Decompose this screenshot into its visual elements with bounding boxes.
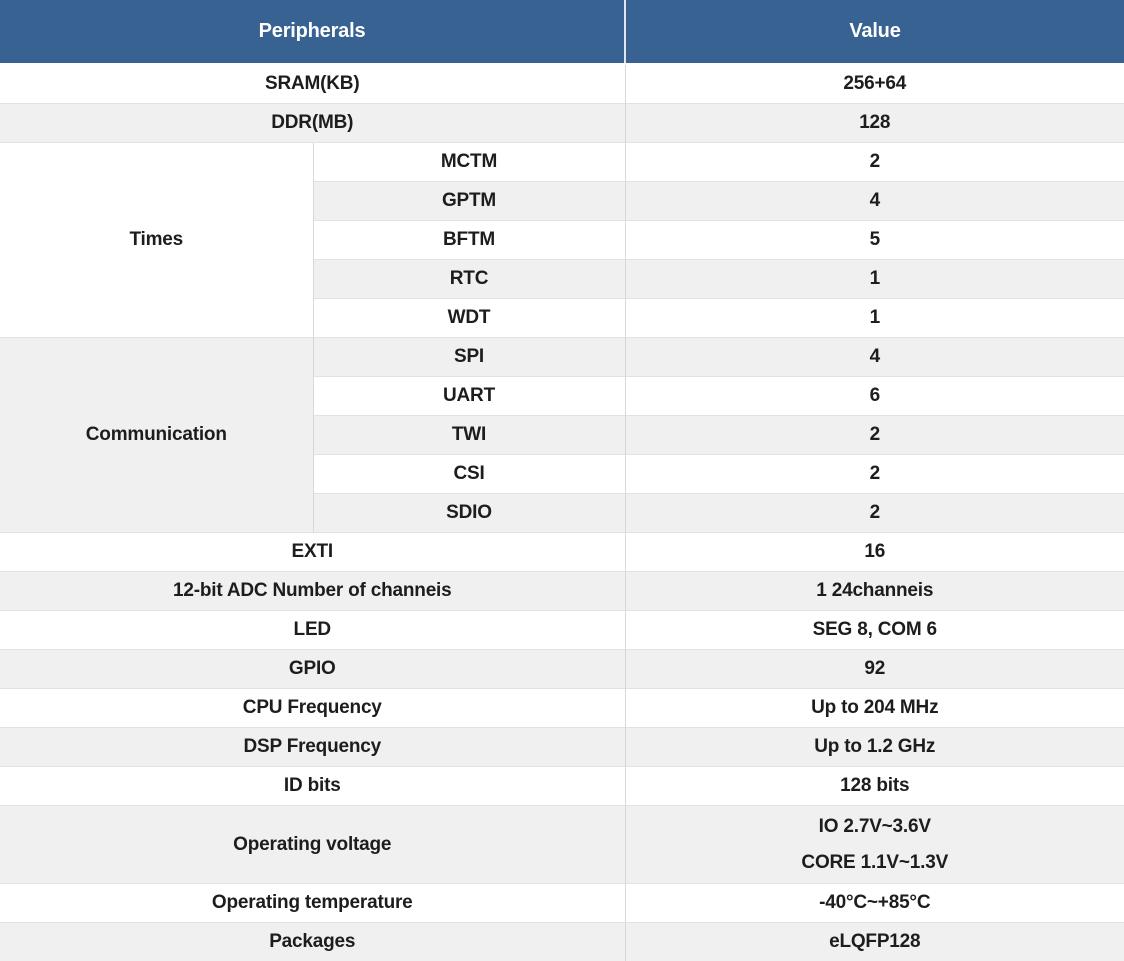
row-value: 4	[625, 338, 1124, 377]
header-value: Value	[625, 0, 1124, 64]
voltage-line-io: IO 2.7V~3.6V	[626, 809, 1124, 845]
row-value: 256+64	[625, 64, 1124, 104]
table-row-adc: 12-bit ADC Number of channeis 1 24channe…	[0, 572, 1124, 611]
table-row-ddr: DDR(MB) 128	[0, 104, 1124, 143]
row-label: SRAM(KB)	[0, 64, 625, 104]
row-label: RTC	[313, 260, 625, 299]
row-value: 2	[625, 455, 1124, 494]
row-value: eLQFP128	[625, 923, 1124, 961]
table-row-packages: Packages eLQFP128	[0, 923, 1124, 961]
table-row-spi: Communication SPI 4	[0, 338, 1124, 377]
voltage-line-core: CORE 1.1V~1.3V	[626, 845, 1124, 881]
row-label: BFTM	[313, 221, 625, 260]
row-label: DSP Frequency	[0, 728, 625, 767]
group-label-times: Times	[0, 143, 313, 338]
row-label: TWI	[313, 416, 625, 455]
row-label: CSI	[313, 455, 625, 494]
row-value: 4	[625, 182, 1124, 221]
row-value: SEG 8, COM 6	[625, 611, 1124, 650]
row-value: -40°C~+85°C	[625, 884, 1124, 923]
header-row: Peripherals Value	[0, 0, 1124, 64]
table-row-exti: EXTI 16	[0, 533, 1124, 572]
table-row-cpu-frequency: CPU Frequency Up to 204 MHz	[0, 689, 1124, 728]
row-value: 1	[625, 299, 1124, 338]
row-label: Operating temperature	[0, 884, 625, 923]
row-label: LED	[0, 611, 625, 650]
row-value: 5	[625, 221, 1124, 260]
row-value: 1	[625, 260, 1124, 299]
row-value: 92	[625, 650, 1124, 689]
row-label: MCTM	[313, 143, 625, 182]
row-value: 2	[625, 143, 1124, 182]
row-label: WDT	[313, 299, 625, 338]
row-value: Up to 1.2 GHz	[625, 728, 1124, 767]
table-row-gpio: GPIO 92	[0, 650, 1124, 689]
row-label: Packages	[0, 923, 625, 961]
row-value: 2	[625, 416, 1124, 455]
header-peripherals: Peripherals	[0, 0, 625, 64]
table-row-sram: SRAM(KB) 256+64	[0, 64, 1124, 104]
row-value: 1 24channeis	[625, 572, 1124, 611]
row-label: SDIO	[313, 494, 625, 533]
row-value: Up to 204 MHz	[625, 689, 1124, 728]
table-row-dsp-frequency: DSP Frequency Up to 1.2 GHz	[0, 728, 1124, 767]
row-label: GPIO	[0, 650, 625, 689]
row-value: IO 2.7V~3.6V CORE 1.1V~1.3V	[625, 806, 1124, 884]
table-row-led: LED SEG 8, COM 6	[0, 611, 1124, 650]
table-row-mctm: Times MCTM 2	[0, 143, 1124, 182]
row-label: DDR(MB)	[0, 104, 625, 143]
row-label: UART	[313, 377, 625, 416]
row-label: SPI	[313, 338, 625, 377]
row-value: 128	[625, 104, 1124, 143]
table-row-id-bits: ID bits 128 bits	[0, 767, 1124, 806]
group-label-communication: Communication	[0, 338, 313, 533]
row-label: 12-bit ADC Number of channeis	[0, 572, 625, 611]
row-label: CPU Frequency	[0, 689, 625, 728]
table-row-operating-voltage: Operating voltage IO 2.7V~3.6V CORE 1.1V…	[0, 806, 1124, 884]
row-label: EXTI	[0, 533, 625, 572]
row-value: 6	[625, 377, 1124, 416]
row-value: 2	[625, 494, 1124, 533]
row-label: GPTM	[313, 182, 625, 221]
row-label: Operating voltage	[0, 806, 625, 884]
row-value: 128 bits	[625, 767, 1124, 806]
table-row-operating-temperature: Operating temperature -40°C~+85°C	[0, 884, 1124, 923]
row-label: ID bits	[0, 767, 625, 806]
row-value: 16	[625, 533, 1124, 572]
